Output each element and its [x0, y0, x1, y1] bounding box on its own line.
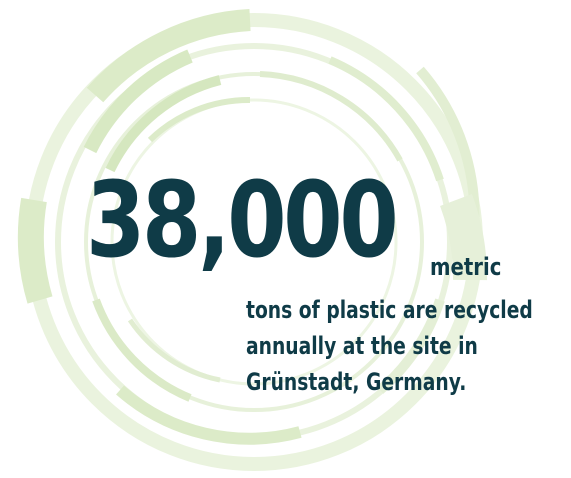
stat-caption: tons of plastic are recycled annually at… — [246, 292, 533, 400]
inner-ring-segment-tr — [259, 71, 403, 162]
inner-ring — [84, 72, 424, 412]
caption-line-3: Grünstadt, Germany. — [246, 368, 467, 396]
innermost-ring — [110, 98, 398, 386]
stat-number: 38,000 — [86, 159, 399, 281]
outer-ring-segment-left — [17, 197, 53, 304]
caption-line-1: tons of plastic are recycled — [246, 296, 533, 324]
outer-ring-segment-top — [86, 9, 251, 103]
middle-ring-segment-bottom — [116, 385, 302, 445]
middle-ring-segment-br — [376, 298, 445, 394]
innermost-ring-segment — [147, 96, 251, 143]
caption-line-2: annually at the site in — [246, 332, 478, 360]
stat-unit: metric — [430, 253, 502, 281]
outer-ring-segment-far-right — [439, 194, 487, 281]
middle-ring-segment-tl — [83, 49, 193, 154]
inner-ring-segment-bl — [92, 298, 192, 402]
innermost-ring-segment-bottom — [127, 318, 221, 383]
middle-ring-segment-tr — [328, 56, 444, 182]
inner-ring-segment-tl — [105, 75, 222, 173]
